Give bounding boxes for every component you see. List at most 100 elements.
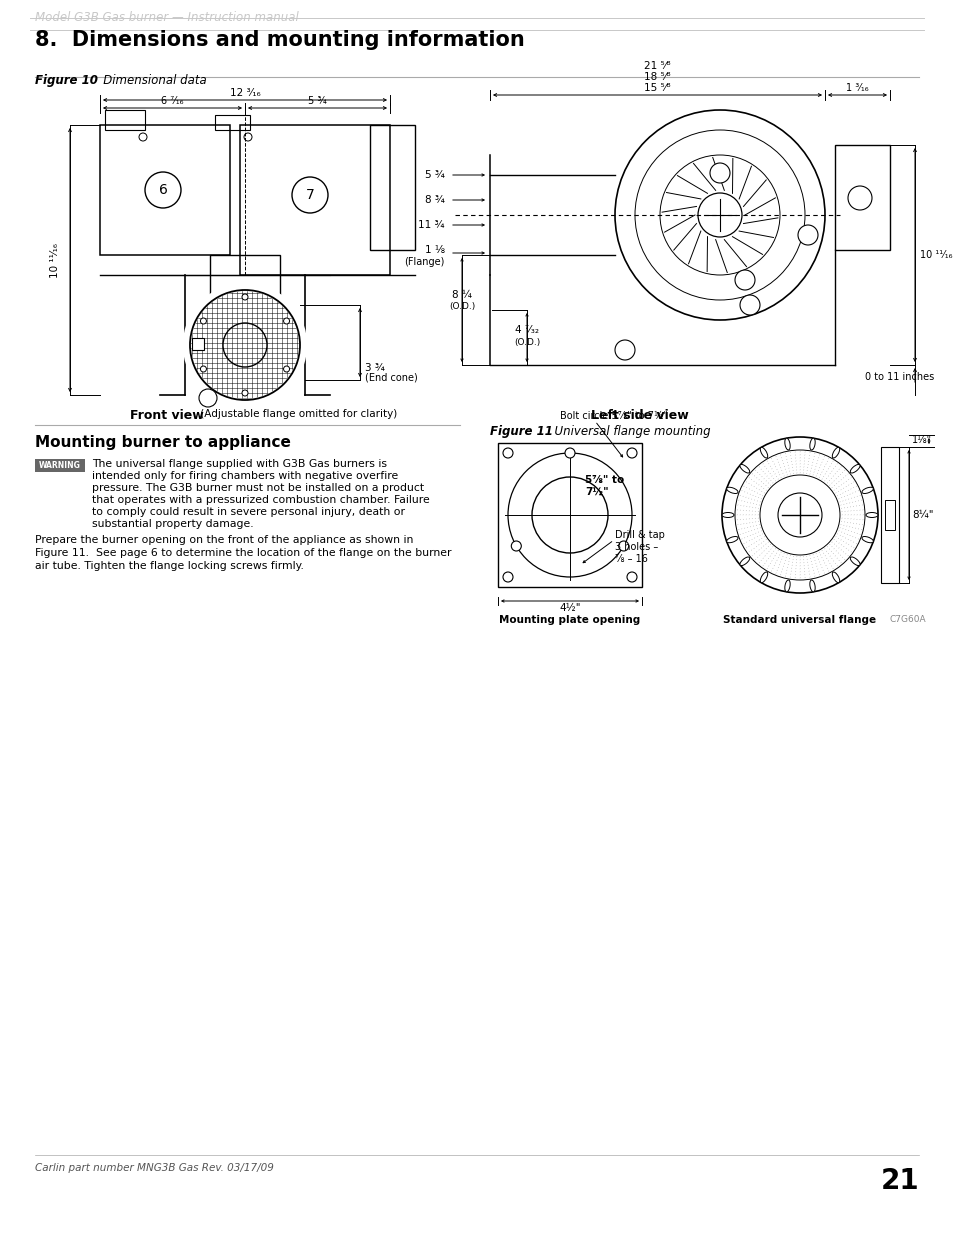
Text: 21 ⁵⁄⁸: 21 ⁵⁄⁸ [643,61,670,70]
Text: 1 ³⁄₁₆: 1 ³⁄₁₆ [844,83,867,93]
Ellipse shape [862,536,872,542]
Circle shape [626,448,637,458]
Ellipse shape [784,438,789,450]
Circle shape [709,163,729,183]
Text: Left side view: Left side view [591,409,688,422]
Text: 5⅞" to: 5⅞" to [584,475,623,485]
Text: 10 ¹¹⁄₁₆: 10 ¹¹⁄₁₆ [50,242,60,278]
Text: Drill & tap: Drill & tap [615,530,664,540]
Text: (Flange): (Flange) [404,257,444,267]
Text: C7G60A: C7G60A [888,615,925,624]
Circle shape [242,390,248,396]
Circle shape [283,317,290,324]
Text: Mounting burner to appliance: Mounting burner to appliance [35,435,291,450]
Text: 5 ¾: 5 ¾ [425,170,444,180]
FancyBboxPatch shape [35,459,85,472]
Ellipse shape [784,580,789,592]
Circle shape [564,448,575,458]
Ellipse shape [862,488,872,494]
Text: 4½": 4½" [558,603,580,613]
Text: The universal flange supplied with G3B Gas burners is: The universal flange supplied with G3B G… [91,459,387,469]
Circle shape [847,186,871,210]
Text: (End cone): (End cone) [365,373,417,383]
Text: ⅞ – 16: ⅞ – 16 [615,555,647,564]
Text: 3: 3 [620,345,628,354]
Text: 7½": 7½" [584,487,608,496]
Text: 1 ⅛: 1 ⅛ [424,245,444,254]
Text: Prepare the burner opening on the front of the appliance as shown in: Prepare the burner opening on the front … [35,535,413,545]
Text: intended only for firing chambers with negative overfire: intended only for firing chambers with n… [91,471,397,480]
Text: 11 ¾: 11 ¾ [418,220,444,230]
Text: Dimensional data: Dimensional data [91,74,207,86]
Text: 8 ¼: 8 ¼ [452,290,472,300]
Text: 7: 7 [716,168,722,178]
Ellipse shape [740,557,749,566]
Circle shape [200,366,206,372]
Text: (Adjustable flange omitted for clarity): (Adjustable flange omitted for clarity) [196,409,396,419]
Ellipse shape [849,557,859,566]
Ellipse shape [809,438,814,450]
Text: 0 to 11 inches: 0 to 11 inches [864,372,934,382]
Text: 7: 7 [305,188,314,203]
Ellipse shape [760,572,767,583]
Text: 21: 21 [880,1167,918,1195]
Text: Standard universal flange: Standard universal flange [722,615,876,625]
Text: 8 ¾: 8 ¾ [425,195,444,205]
Polygon shape [884,500,894,530]
Text: 8: 8 [205,393,212,403]
Text: 1⅛": 1⅛" [911,435,931,445]
Ellipse shape [809,580,814,592]
Circle shape [626,572,637,582]
Ellipse shape [726,536,738,542]
Circle shape [199,389,216,408]
Circle shape [511,541,520,551]
Text: (O.D.): (O.D.) [514,337,539,347]
Circle shape [618,541,628,551]
Circle shape [283,366,290,372]
Text: 2: 2 [745,300,753,310]
Ellipse shape [740,464,749,473]
Text: 5 ¾: 5 ¾ [307,96,326,106]
Text: to comply could result in severe personal injury, death or: to comply could result in severe persona… [91,508,405,517]
Text: substantial property damage.: substantial property damage. [91,519,253,529]
Circle shape [615,340,635,359]
Text: 8.  Dimensions and mounting information: 8. Dimensions and mounting information [35,30,524,49]
Text: Figure 11.  See page 6 to determine the location of the flange on the burner: Figure 11. See page 6 to determine the l… [35,548,451,558]
Text: 3 holes –: 3 holes – [615,542,658,552]
Ellipse shape [726,488,738,494]
Circle shape [502,448,513,458]
Text: air tube. Tighten the flange locking screws firmly.: air tube. Tighten the flange locking scr… [35,561,304,571]
Text: 18 ⁵⁄⁸: 18 ⁵⁄⁸ [643,72,670,82]
Text: 3 ¾: 3 ¾ [365,363,384,373]
Circle shape [190,290,299,400]
Circle shape [797,225,817,245]
Text: Carlin part number MNG3B Gas Rev. 03/17/09: Carlin part number MNG3B Gas Rev. 03/17/… [35,1163,274,1173]
Text: Model G3B Gas burner — Instruction manual: Model G3B Gas burner — Instruction manua… [35,11,298,23]
Text: 10 ¹¹⁄₁₆: 10 ¹¹⁄₁₆ [919,249,951,261]
Text: 4: 4 [740,275,748,285]
Text: Bolt circle 5⅞" to 7½": Bolt circle 5⅞" to 7½" [559,411,667,421]
Circle shape [740,295,760,315]
Text: 4 ⁷⁄₃₂: 4 ⁷⁄₃₂ [515,325,538,335]
Text: 6 ⁷⁄₁₆: 6 ⁷⁄₁₆ [161,96,183,106]
Text: pressure. The G3B burner must not be installed on a product: pressure. The G3B burner must not be ins… [91,483,424,493]
Ellipse shape [831,572,839,583]
Circle shape [502,572,513,582]
Ellipse shape [865,513,877,517]
Circle shape [242,294,248,300]
Text: 1: 1 [803,230,811,240]
Text: 5: 5 [855,191,863,205]
Ellipse shape [831,447,839,458]
Text: (O.D.): (O.D.) [449,303,475,311]
Ellipse shape [760,447,767,458]
Text: 8¼": 8¼" [911,510,933,520]
Text: 12 ³⁄₁₆: 12 ³⁄₁₆ [230,88,260,98]
Text: 15 ⁵⁄⁸: 15 ⁵⁄⁸ [643,83,670,93]
Text: Figure 10: Figure 10 [35,74,98,86]
Text: Universal flange mounting: Universal flange mounting [546,425,710,438]
Text: Mounting plate opening: Mounting plate opening [498,615,640,625]
Text: Figure 11: Figure 11 [490,425,553,438]
Text: that operates with a pressurized combustion chamber. Failure: that operates with a pressurized combust… [91,495,429,505]
Circle shape [200,317,206,324]
Text: Front view: Front view [130,409,204,422]
